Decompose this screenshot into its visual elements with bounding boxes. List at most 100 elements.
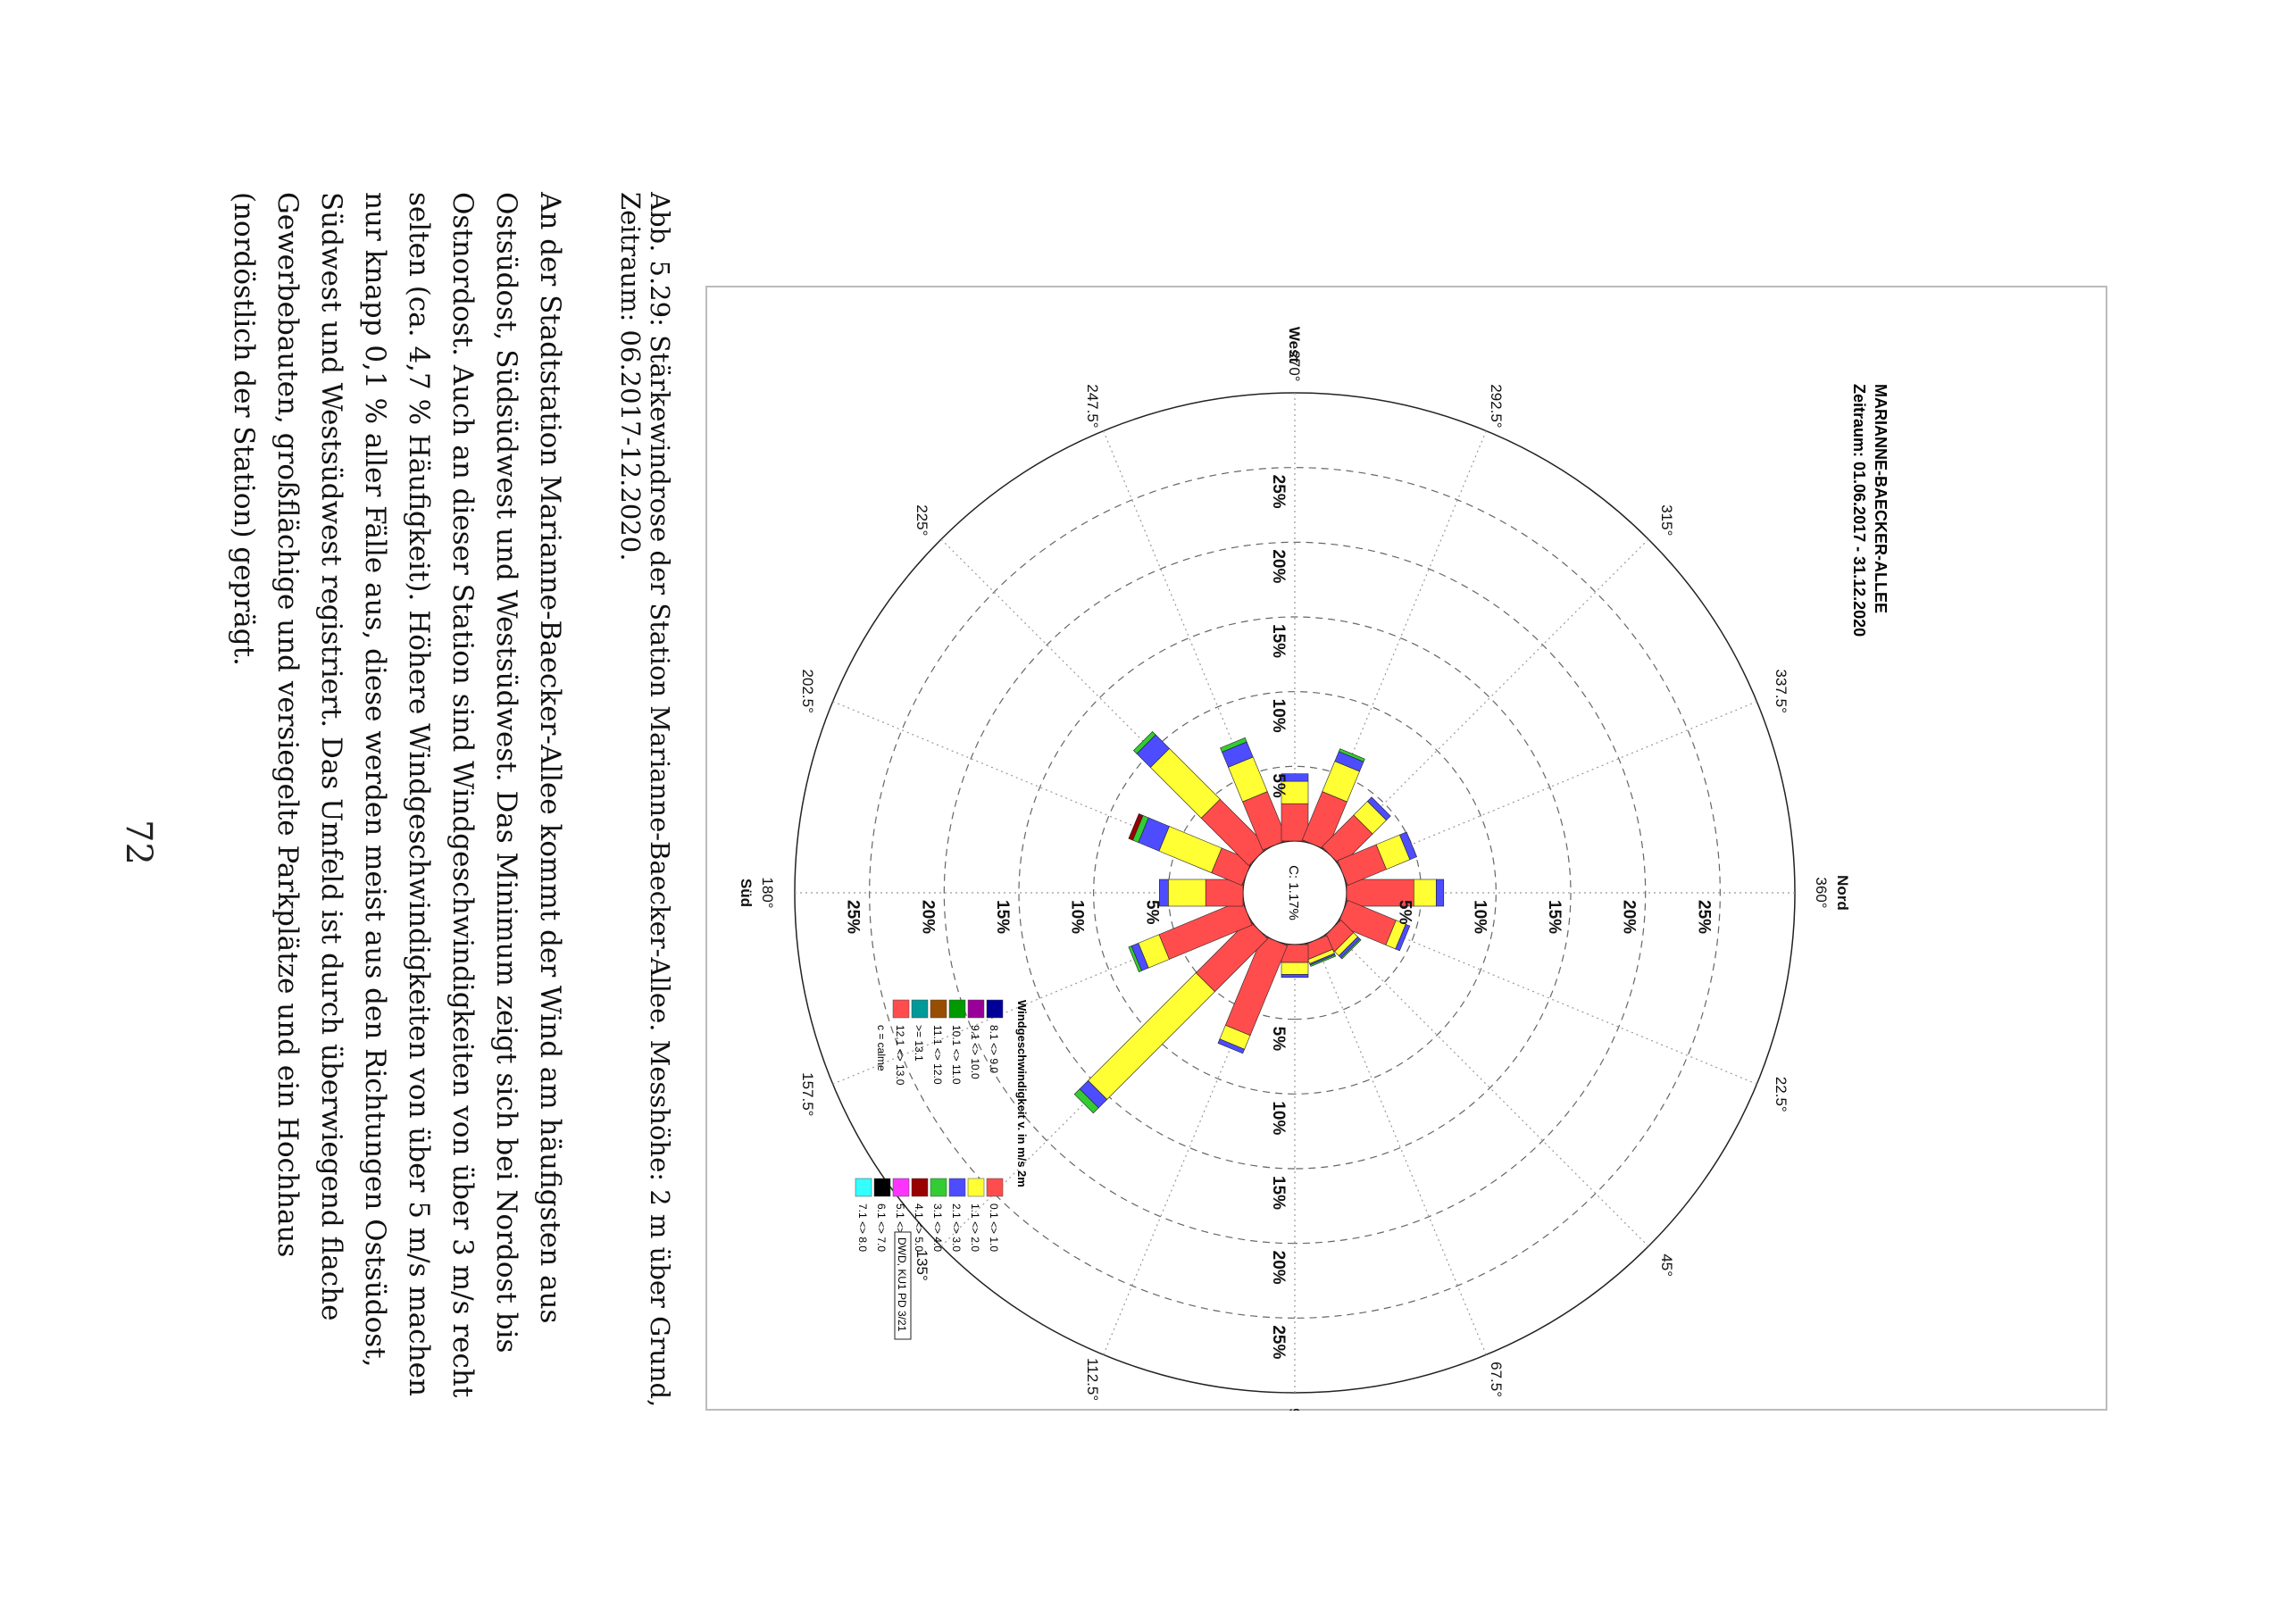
bar-segment bbox=[1436, 879, 1445, 907]
body-line: nur knapp 0,1 % aller Fälle aus, diese w… bbox=[359, 192, 391, 1368]
bar-segment bbox=[1132, 730, 1156, 754]
legend-label: >= 13.1 bbox=[913, 1025, 925, 1062]
legend-swatch bbox=[892, 999, 910, 1019]
legend-title: Windgeschwindigkeit v. in m/s 2m bbox=[1015, 1000, 1029, 1187]
grid-ring bbox=[1093, 691, 1497, 1095]
legend-label: 8.1 <> 9.0 bbox=[988, 1025, 1000, 1073]
legend-label: c = calme bbox=[875, 1025, 888, 1071]
ring-label: 15% bbox=[993, 900, 1012, 934]
bar-segment bbox=[1158, 879, 1169, 907]
ring-label: 5% bbox=[1396, 900, 1414, 925]
sector-bar bbox=[1128, 899, 1253, 972]
grid-ring bbox=[869, 467, 1721, 1319]
direction-label: 22.5° bbox=[1773, 1077, 1790, 1112]
ring-label: 20% bbox=[1269, 549, 1288, 583]
sector-bar bbox=[1281, 773, 1309, 842]
direction-label: 360° bbox=[1813, 877, 1830, 908]
direction-label: 247.5° bbox=[1084, 384, 1101, 428]
bar-segment bbox=[1168, 879, 1206, 907]
station-title: MARIANNE-BAECKER-ALLEE bbox=[1872, 384, 1890, 613]
bar-segment bbox=[1128, 813, 1144, 841]
legend-swatch bbox=[855, 1178, 872, 1197]
ring-label: 20% bbox=[1269, 1251, 1288, 1285]
chart-labels: C: 1.17% 5% 10% 15% 20% 25% 5% 10% 15% 20% 25% 5% 10… bbox=[738, 327, 1851, 1411]
legend-label: 11.1 <> 12.0 bbox=[931, 1025, 944, 1085]
direction-label: 112.5° bbox=[1084, 1358, 1101, 1401]
sector-bar bbox=[1220, 737, 1289, 851]
direction-name: Nord bbox=[1834, 875, 1851, 911]
legend-label: 2.1 <> 3.0 bbox=[950, 1203, 963, 1252]
bar-segment bbox=[1395, 923, 1411, 952]
ring-label: 25% bbox=[844, 900, 863, 934]
ring-label: 10% bbox=[1269, 699, 1288, 733]
legend-label: 0.1 <> 1.0 bbox=[988, 1203, 1000, 1252]
ring-label: 25% bbox=[1269, 475, 1288, 509]
bar-segment bbox=[1414, 879, 1437, 907]
ring-label: 20% bbox=[1620, 900, 1639, 934]
sector-bar bbox=[1128, 813, 1253, 887]
bar-segment bbox=[1281, 803, 1309, 842]
body-paragraph: An der Stadtstation Marianne-Baecker-All… bbox=[221, 192, 572, 1487]
ring-label: 25% bbox=[1694, 900, 1713, 934]
period-label: Zeitraum: 01.06.2017 - 31.12.2020 bbox=[1850, 384, 1868, 637]
sector-bar bbox=[1132, 730, 1269, 867]
credit-label: DWD, KU1 PD 3/21 bbox=[896, 1237, 908, 1332]
legend-swatch bbox=[948, 999, 966, 1019]
body-line: Ostsüdost, Südsüdwest und Westsüdwest. D… bbox=[490, 192, 522, 1353]
body-line: An der Stadtstation Marianne-Baecker-All… bbox=[534, 192, 566, 1324]
bar-segment bbox=[1309, 954, 1337, 967]
legend-swatch bbox=[986, 1178, 1004, 1197]
chart-bars bbox=[1073, 730, 1445, 1114]
ring-label: 25% bbox=[1269, 1325, 1288, 1359]
bar-segment bbox=[1340, 938, 1362, 960]
sector-bar bbox=[1301, 935, 1337, 967]
legend-swatch bbox=[967, 1178, 985, 1197]
bar-segment bbox=[1281, 780, 1309, 804]
calm-label: C: 1.17% bbox=[1286, 865, 1301, 920]
ring-label: 10% bbox=[1470, 900, 1489, 934]
grid-ring bbox=[1018, 616, 1572, 1170]
ring-label: 5% bbox=[1269, 1027, 1288, 1052]
ring-label: 10% bbox=[1269, 1101, 1288, 1135]
body-line: Südwest und Westsüdwest registriert. Das… bbox=[315, 192, 347, 1321]
direction-label: 67.5° bbox=[1488, 1362, 1505, 1397]
direction-name: West bbox=[1286, 327, 1303, 363]
bar-segment bbox=[1366, 796, 1391, 821]
direction-name: Süd bbox=[738, 879, 755, 907]
credit-box bbox=[894, 1231, 912, 1340]
body-line: selten (ca. 4,7 % Häufigkeit). Höhere Wi… bbox=[403, 192, 435, 1396]
bar-segment bbox=[1281, 773, 1309, 782]
direction-label: 202.5° bbox=[799, 670, 816, 713]
direction-label: 225° bbox=[914, 504, 930, 536]
direction-label: 315° bbox=[1658, 504, 1675, 536]
figure-caption: Abb. 5.29: Stärkewindrose der Station Ma… bbox=[615, 192, 675, 1408]
legend-swatch bbox=[986, 999, 1004, 1019]
bar-segment bbox=[1217, 1038, 1246, 1054]
ring-label: 5% bbox=[1269, 773, 1288, 798]
legend-swatch bbox=[911, 1178, 929, 1197]
direction-label: 292.5° bbox=[1488, 384, 1505, 428]
ring-label: 15% bbox=[1545, 900, 1564, 934]
legend-swatch bbox=[930, 999, 947, 1019]
bar-segment bbox=[1281, 974, 1309, 979]
direction-label: 45° bbox=[1658, 1253, 1675, 1277]
sector-bar bbox=[1073, 919, 1269, 1114]
sector-bar bbox=[1217, 935, 1289, 1054]
ring-label: 10% bbox=[1068, 900, 1087, 934]
legend-label: 7.1 <> 8.0 bbox=[856, 1203, 869, 1252]
legend-label: 9.1 <> 10.0 bbox=[969, 1025, 981, 1079]
sector-bar bbox=[1321, 796, 1391, 867]
direction-label: 180° bbox=[759, 877, 776, 908]
legend-swatch bbox=[892, 1178, 910, 1197]
grid-ring bbox=[943, 541, 1647, 1245]
legend-swatch bbox=[930, 1178, 947, 1197]
grid-ring bbox=[1167, 765, 1422, 1020]
bar-segment bbox=[1338, 748, 1365, 762]
legend-label: 4.1 <> 5.0 bbox=[913, 1203, 925, 1252]
legend-swatch bbox=[911, 999, 929, 1019]
body-line: Gewerbebauten, großflächige und versiege… bbox=[271, 192, 304, 1258]
legend-label: 10.1 <> 11.0 bbox=[950, 1025, 963, 1085]
bar-segment bbox=[1128, 945, 1142, 972]
